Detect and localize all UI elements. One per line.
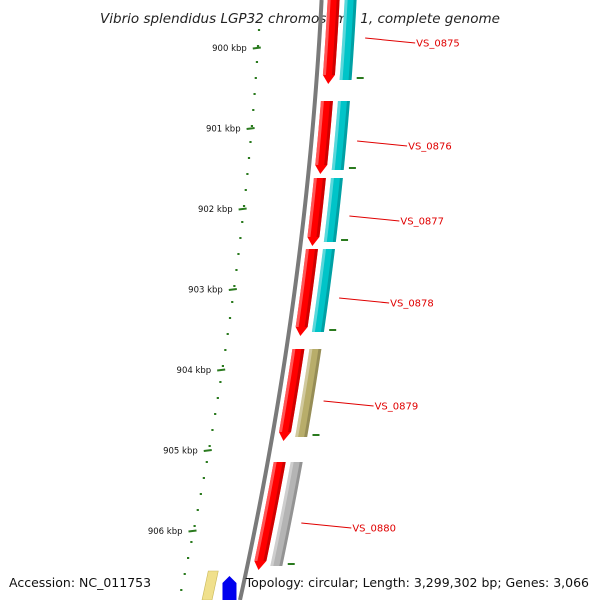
cds-arrow-shade [304,249,318,327]
gene-feature-bar [331,101,350,170]
ruler-minor-ticks [180,29,261,591]
ruler-major-tick [203,449,212,452]
chromosome-backbone [238,0,324,600]
feature-track [270,0,364,566]
gene-feature-shade [348,0,357,80]
label-leader-line [357,140,408,147]
cds-arrow-highlight [322,0,331,75]
label-leader-line [349,215,400,222]
cds-arrow-shade [288,349,305,432]
gene-feature-highlight [339,0,348,80]
cds-arrow-highlight [279,349,296,432]
label-leader-line [339,297,390,304]
gene-feature-bar [311,249,335,332]
gene-label[interactable]: VS_0878 [390,299,434,310]
gene-label[interactable]: VS_0879 [375,402,419,413]
gene-feature-highlight [295,349,313,437]
genome-summary-text: Topology: circular; Length: 3,299,302 bp… [245,575,589,590]
gene-feature-highlight [323,178,334,242]
ruler-tick-label: 905 kbp [163,447,198,457]
cds-arrow-highlight [254,462,277,561]
cds-arrow-highlight [307,178,317,237]
label-leader-line [365,37,416,44]
gene-feature-highlight [270,462,294,566]
cds-arrow-shade [324,101,333,165]
gene-feature-shade [320,249,335,332]
gene-feature-bar [339,0,357,80]
ruler-major-tick [238,207,247,211]
extra-features [201,570,237,600]
gene-feature-shade [332,178,343,242]
ruler-tick-label: 906 kbp [148,527,183,537]
label-leader-line [301,522,352,529]
gene-feature-shade [304,349,322,437]
cds-arrow-partial [222,576,237,600]
ruler-major-ticks: 900 kbp 901 kbp 902 kbp 903 kbp 904 kbp 905 k… [148,44,261,537]
gene-label[interactable]: VS_0876 [408,142,452,153]
gene-feature-bar [270,462,303,566]
map-title: Vibrio splendidus LGP32 chromosome 1, co… [100,11,500,27]
gene-feature-shade [279,462,303,566]
ruler-major-tick [252,46,261,50]
cds-arrow-highlight [315,101,324,165]
gene-labels: VS_0875 VS_0876 VS_0877 VS_0878 VS_0879 VS_08… [301,37,460,535]
cds-arrow-highlight [295,249,309,327]
gene-feature-bar [323,178,343,242]
ruler-tick-label: 904 kbp [177,366,212,376]
gene-label[interactable]: VS_0877 [400,217,444,228]
gene-feature-highlight [311,249,326,332]
ruler-tick-label: 902 kbp [198,205,233,215]
gene-feature-shade [340,101,350,170]
gene-feature-highlight [331,101,341,170]
ruler-tick-label: 901 kbp [206,125,241,135]
ruler-major-tick [246,127,255,130]
accession-text: Accession: NC_011753 [9,575,151,590]
feature-bar-partial [201,570,219,600]
gene-feature-bar [295,349,322,437]
cds-arrow-shade [331,0,340,75]
gene-label[interactable]: VS_0875 [416,39,460,50]
ruler-tick-label: 900 kbp [212,44,247,54]
cds-arrow-shade [263,462,286,561]
cds-track [254,0,340,570]
ruler-major-tick [188,529,197,533]
gene-label[interactable]: VS_0880 [352,524,396,535]
ruler-tick-label: 903 kbp [188,286,223,296]
ruler-major-tick [217,368,226,372]
ruler-major-tick [228,288,237,291]
label-leader-line [323,400,374,407]
cds-arrow-shade [316,178,326,237]
